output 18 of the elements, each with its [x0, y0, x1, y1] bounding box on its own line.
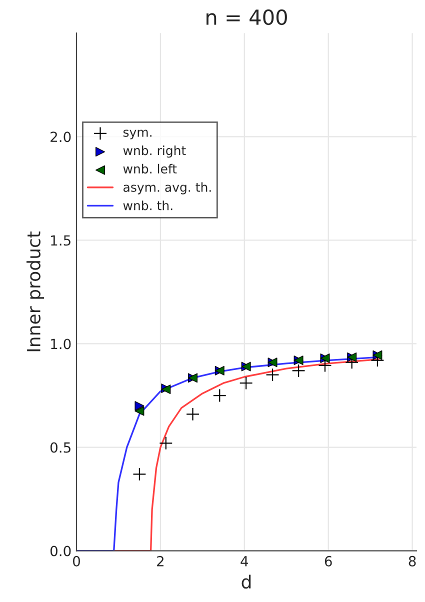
- chart-title: n = 400: [206, 9, 287, 26]
- x-tick-label: 0: [72, 556, 80, 566]
- x-axis-title: d: [242, 574, 251, 589]
- legend-label: wnb. right: [123, 146, 186, 158]
- y-tick-label: 1.0: [51, 338, 71, 350]
- x-tick-label: 4: [240, 556, 248, 566]
- y-axis-title: Inner product: [26, 231, 44, 352]
- y-tick-label: 0.5: [50, 442, 70, 453]
- legend-label: wnb. th.: [123, 200, 172, 210]
- x-tick-label: 8: [408, 556, 416, 566]
- legend-label: sym.: [123, 130, 152, 140]
- x-tick-label: 2: [157, 556, 164, 566]
- y-tick-label: 2.0: [50, 132, 71, 142]
- legend-label: wnb. left: [123, 164, 177, 174]
- y-tick-label: 0.0: [50, 546, 71, 556]
- x-tick-label: 6: [324, 556, 332, 566]
- y-tick-label: 1.5: [51, 235, 70, 246]
- legend-label: asym. avg. th.: [124, 182, 211, 194]
